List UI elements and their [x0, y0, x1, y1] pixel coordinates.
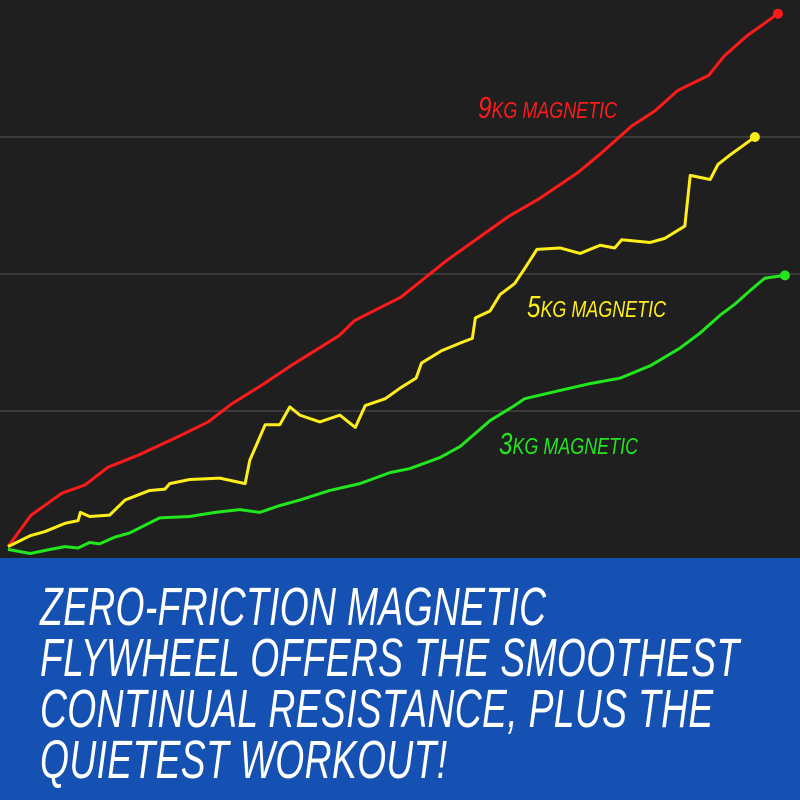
series-end-point-9kg: [773, 8, 783, 19]
series-line-9kg: [6, 12, 779, 548]
headline-line-1: ZERO-FRICTION MAGNETIC: [40, 577, 547, 637]
headline-line-4: QUIETEST WORKOUT!: [40, 730, 448, 790]
label-text: KG MAGNETIC: [512, 433, 639, 459]
headline-banner: ZERO-FRICTION MAGNETIC FLYWHEEL OFFERS T…: [0, 558, 800, 800]
series-end-point-3kg: [779, 270, 790, 281]
series-label-5kg: 5KG MAGNETIC: [527, 291, 666, 322]
headline-line-3: CONTINUAL RESISTANCE, PLUS THE: [40, 679, 714, 739]
headline-line-2: FLYWHEEL OFFERS THE SMOOTHEST: [40, 628, 740, 688]
series-label-3kg: 3KG MAGNETIC: [499, 428, 638, 459]
series-end-point-5kg: [749, 132, 760, 142]
label-number: 3: [499, 426, 513, 461]
series-label-9kg: 9KG MAGNETIC: [478, 92, 617, 123]
label-text: KG MAGNETIC: [540, 296, 667, 322]
label-text: KG MAGNETIC: [491, 97, 618, 123]
label-number: 9: [478, 90, 492, 125]
label-number: 5: [527, 289, 541, 324]
series-line-3kg: [7, 273, 786, 555]
line-chart: [0, 8, 800, 555]
series-line-5kg: [7, 135, 756, 548]
